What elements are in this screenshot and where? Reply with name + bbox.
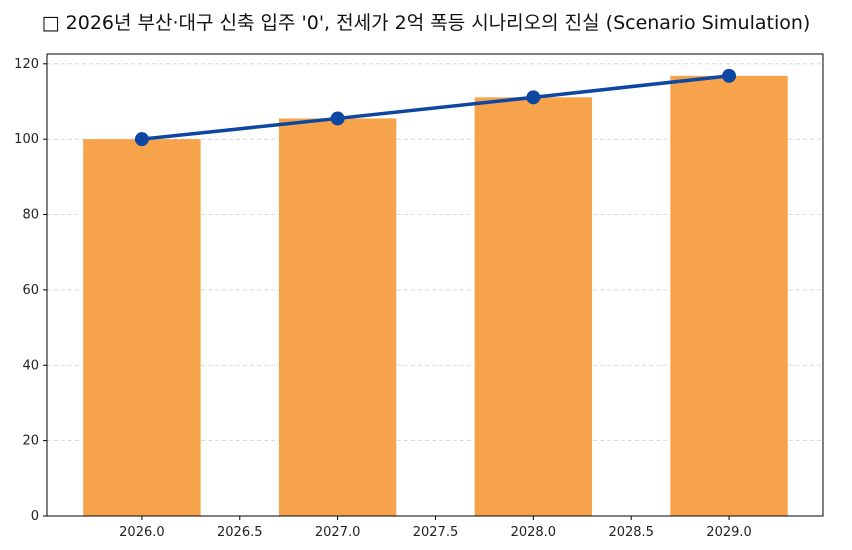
x-tick-label: 2028.5 [608,525,654,540]
bar [474,97,593,516]
y-tick-label: 60 [22,283,39,298]
x-tick-label: 2027.5 [413,525,459,540]
y-tick-label: 80 [22,208,39,223]
y-tick-label: 120 [14,57,39,72]
line-point [722,68,737,83]
line-point [526,90,541,105]
x-tick-label: 2028.0 [511,525,557,540]
x-tick-label: 2027.0 [315,525,361,540]
y-tick-label: 100 [14,132,39,147]
bar [278,118,397,516]
y-tick-label: 40 [22,358,39,373]
y-tick-label: 0 [31,509,39,524]
bar [670,75,788,516]
series-line [141,74,730,141]
x-tick-label: 2026.5 [217,525,263,540]
chart-title: □ 2026년 부산·대구 신축 입주 '0', 전세가 2억 폭등 시나리오의… [41,12,811,34]
x-tick-label: 2026.0 [119,525,165,540]
line-point [134,132,149,147]
bar [83,139,201,516]
x-tick-label: 2029.0 [706,525,752,540]
line-point [330,111,345,126]
y-tick-label: 20 [22,434,39,449]
